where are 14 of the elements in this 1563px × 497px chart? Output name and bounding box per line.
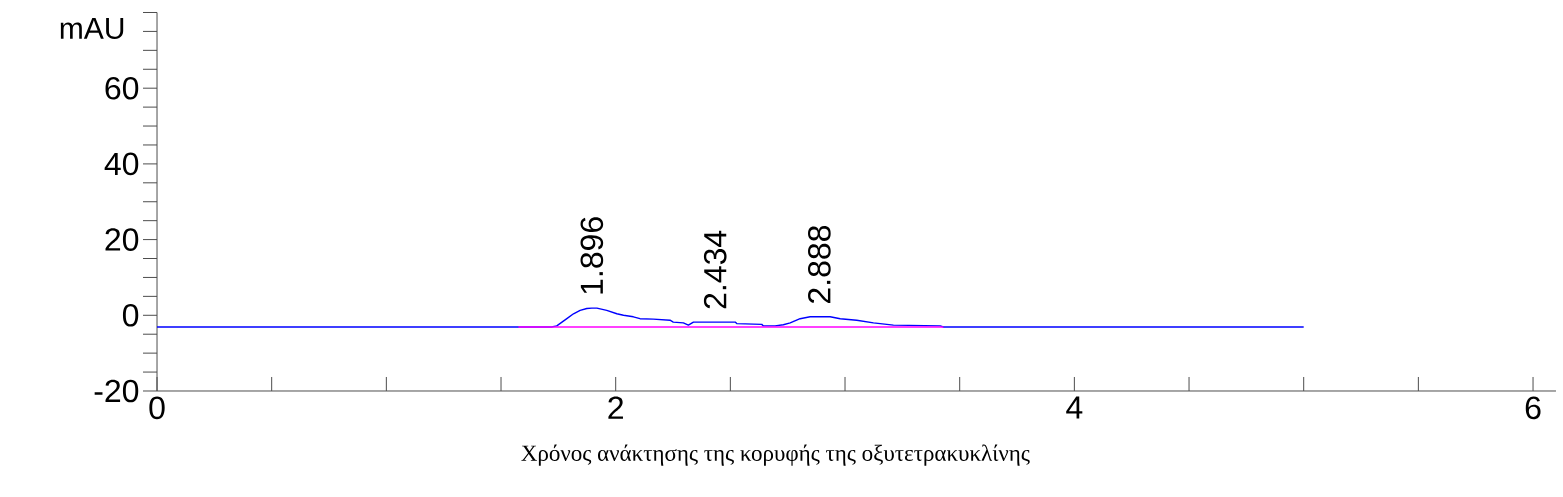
y-tick-label: 0 bbox=[122, 303, 139, 327]
y-tick-label: -20 bbox=[94, 379, 139, 403]
annotation: 2.888 bbox=[808, 225, 831, 303]
x-tick-label: 4 bbox=[1066, 396, 1083, 419]
y-axis-title: mAU bbox=[60, 18, 124, 39]
x-tick-label: 6 bbox=[1525, 396, 1541, 420]
y-tick-label: 20 bbox=[105, 228, 139, 251]
annotation: 2.434 bbox=[703, 230, 727, 309]
y-tick-label: 60 bbox=[105, 76, 139, 100]
x-axis-title: Χρόνος ανάκτησης της κορυφής της οξυτετρακυκλίνης bbox=[521, 444, 1030, 466]
x-tick-label: 2 bbox=[608, 396, 623, 419]
y-tick-label: 40 bbox=[104, 152, 139, 176]
annotation: 1.896 bbox=[580, 217, 604, 294]
x-tick-label: 0 bbox=[149, 396, 165, 420]
